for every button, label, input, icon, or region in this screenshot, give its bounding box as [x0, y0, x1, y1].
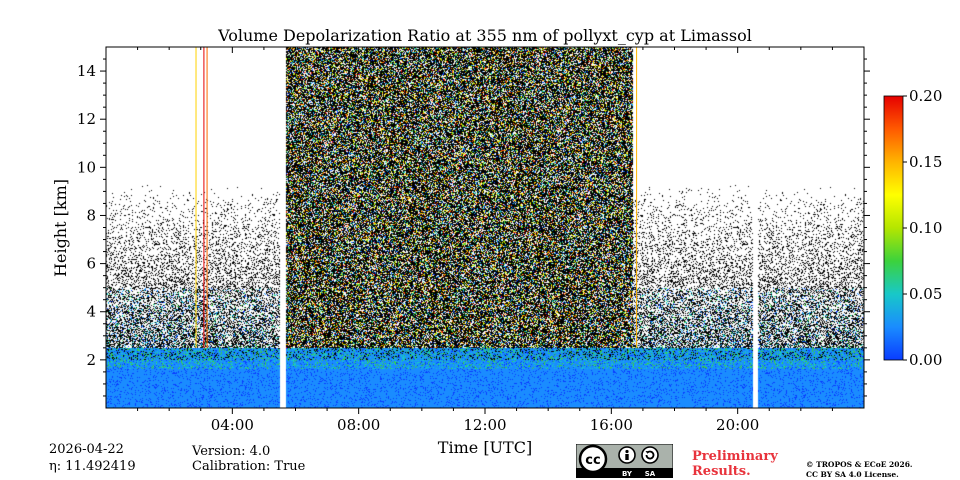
depolarization-heatmap: [106, 47, 864, 408]
footer-date: 2026-04-22: [49, 442, 124, 457]
copyright-line-2: CC BY SA 4.0 License.: [806, 470, 899, 479]
sa-label: SA: [645, 470, 656, 478]
x-axis: 04:00 08:00 12:00 16:00 20:00: [137, 47, 833, 434]
cc-license-badge: cc BY SA: [576, 444, 673, 478]
colorbar-tick-label: 0.20: [909, 87, 942, 105]
y-tick-label: 10: [77, 158, 96, 176]
preliminary-line-1: Preliminary: [692, 449, 778, 464]
x-tick-label: 16:00: [590, 416, 633, 434]
y-tick-label: 14: [77, 62, 96, 80]
y-axis-label: Height [km]: [51, 179, 70, 277]
y-axis: 2 4 6 8 10 12 14: [77, 58, 870, 397]
y-tick-label: 8: [86, 206, 96, 224]
y-tick-label: 2: [86, 351, 96, 369]
colorbar-tick-label: 0.00: [909, 351, 942, 369]
x-tick-label: 04:00: [211, 416, 254, 434]
y-tick-label: 6: [86, 255, 96, 273]
colorbar-ticks: 0.00 0.05 0.10 0.15 0.20: [903, 87, 942, 369]
footer-version: Version: 4.0: [192, 444, 271, 459]
preliminary-line-2: Results.: [692, 464, 751, 479]
y-tick-label: 4: [86, 303, 96, 321]
colorbar-tick-label: 0.10: [909, 219, 942, 237]
preliminary-notice: Preliminary Results.: [692, 449, 778, 479]
x-tick-label: 20:00: [716, 416, 759, 434]
footer-calibration: Calibration: True: [192, 459, 306, 474]
x-tick-label: 12:00: [463, 416, 506, 434]
copyright-line-1: © TROPOS & ECoE 2026.: [806, 460, 913, 469]
chart-title: Volume Depolarization Ratio at 355 nm of…: [217, 26, 752, 45]
x-tick-label: 08:00: [337, 416, 380, 434]
x-axis-label: Time [UTC]: [438, 438, 532, 457]
colorbar-tick-label: 0.05: [909, 285, 942, 303]
colorbar-tick-label: 0.15: [909, 153, 942, 171]
by-label: BY: [622, 470, 633, 478]
copyright-notice: © TROPOS & ECoE 2026. CC BY SA 4.0 Licen…: [806, 460, 913, 480]
cc-icon: cc: [585, 453, 600, 468]
colorbar: [883, 95, 904, 361]
y-tick-label: 12: [77, 110, 96, 128]
footer-eta: η: 11.492419: [49, 459, 136, 474]
plot-area: [106, 47, 864, 408]
sa-icon: [641, 446, 659, 464]
